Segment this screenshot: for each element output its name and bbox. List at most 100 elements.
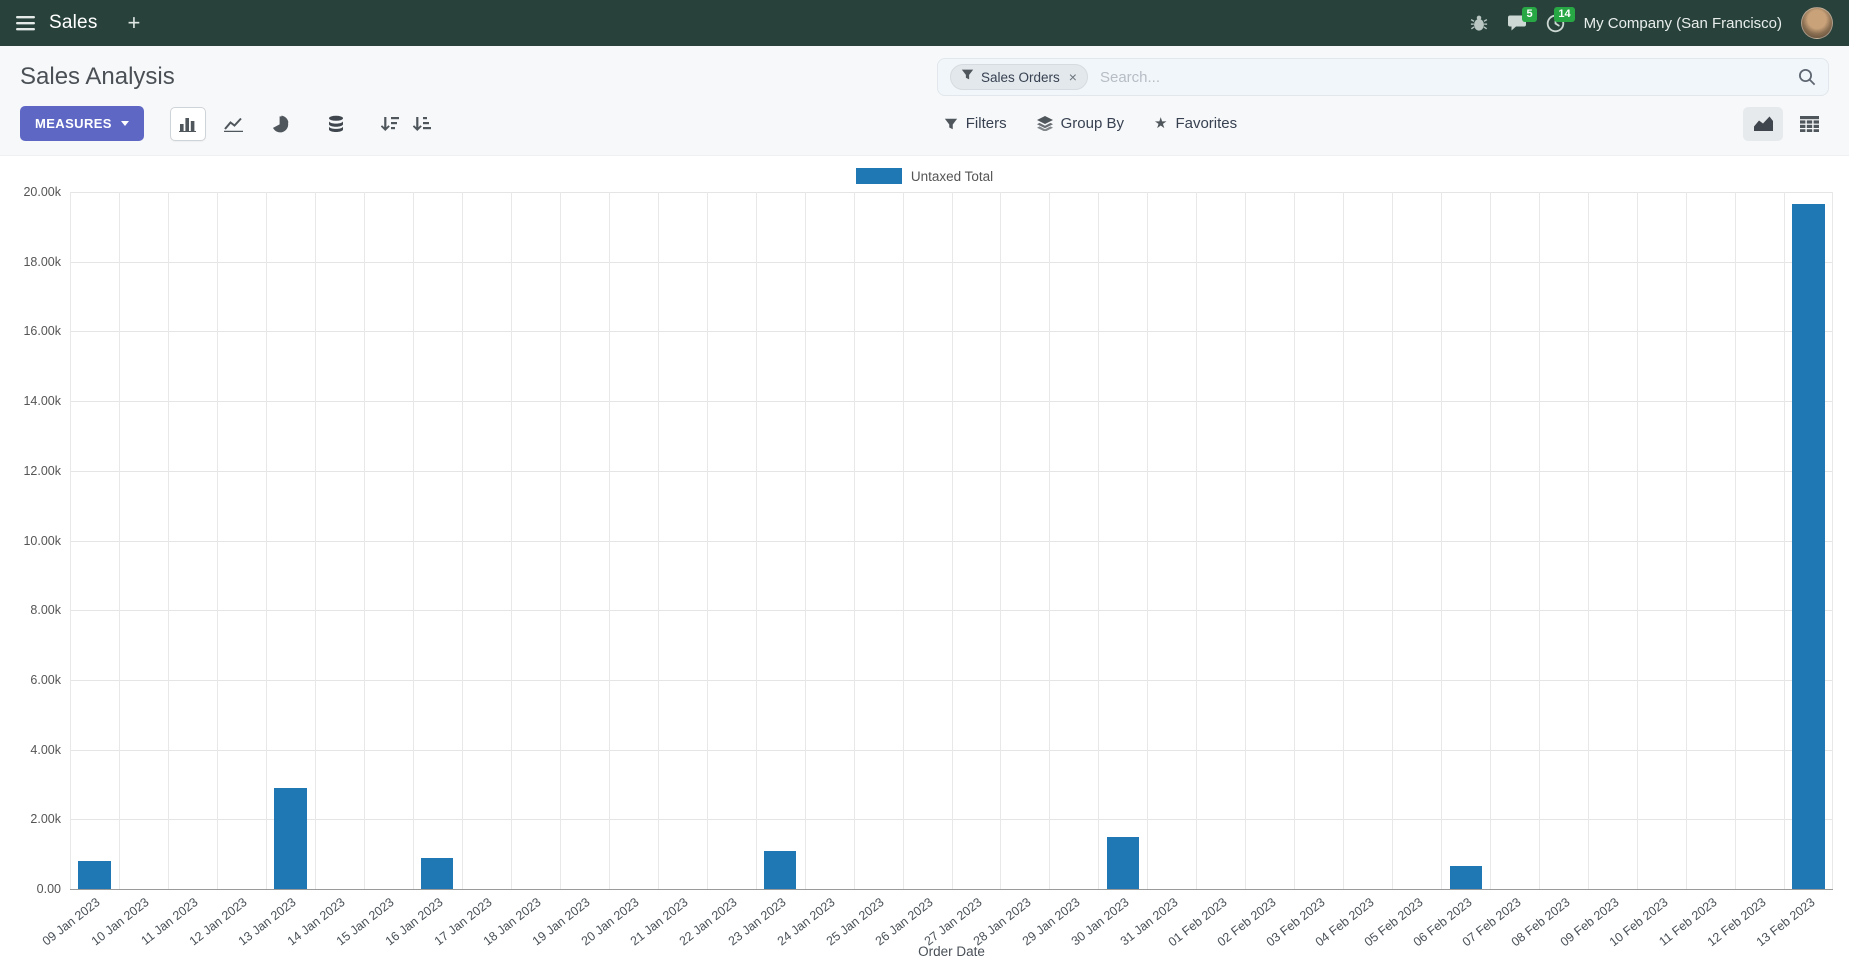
v-gridline bbox=[363, 192, 365, 889]
chat-bubble-icon bbox=[1507, 15, 1526, 30]
chart-bar[interactable] bbox=[1106, 836, 1140, 889]
v-gridline bbox=[1000, 192, 1002, 889]
y-tick-label: 16.00k bbox=[23, 324, 61, 339]
favorites-button[interactable]: ★ Favorites bbox=[1154, 115, 1237, 132]
legend-label: Untaxed Total bbox=[910, 168, 994, 184]
line-chart-button[interactable] bbox=[216, 107, 252, 141]
y-axis: 0.00 2.00k 4.00k 6.00k 8.00k 10.00k 12.00k 14.0… bbox=[16, 185, 70, 944]
messages-button[interactable]: 5 bbox=[1507, 6, 1537, 33]
avatar[interactable] bbox=[1801, 7, 1833, 39]
remove-facet-icon[interactable]: × bbox=[1068, 69, 1077, 85]
v-gridline bbox=[559, 192, 561, 889]
plot-area bbox=[70, 192, 1833, 890]
topbar-right: 5 14 My Company (San Francisco) bbox=[1470, 6, 1833, 39]
control-panel: Sales Analysis Sales Orders × MEASURES bbox=[0, 46, 1849, 156]
group-by-label: Group By bbox=[1060, 115, 1124, 132]
filters-funnel-icon bbox=[944, 118, 957, 129]
v-gridline bbox=[902, 192, 904, 889]
sort-descending-button[interactable] bbox=[374, 107, 406, 141]
y-tick-label: 4.00k bbox=[30, 742, 61, 757]
debug-bug-icon[interactable] bbox=[1470, 14, 1488, 32]
chart-body: 0.00 2.00k 4.00k 6.00k 8.00k 10.00k 12.00k 14.0… bbox=[16, 185, 1833, 949]
y-tick-label: 18.00k bbox=[23, 254, 61, 269]
bar-chart-icon bbox=[178, 118, 196, 132]
v-gridline bbox=[1735, 192, 1737, 889]
group-by-button[interactable]: Group By bbox=[1036, 115, 1124, 132]
v-gridline bbox=[951, 192, 953, 889]
chart-bar[interactable] bbox=[763, 851, 797, 889]
filters-button[interactable]: Filters bbox=[944, 115, 1007, 132]
y-tick-label: 12.00k bbox=[23, 463, 61, 478]
y-tick-label: 10.00k bbox=[23, 533, 61, 548]
layers-icon bbox=[1036, 116, 1053, 131]
pivot-view-button[interactable] bbox=[1789, 107, 1829, 141]
v-gridline bbox=[657, 192, 659, 889]
v-gridline bbox=[70, 192, 71, 889]
v-gridline bbox=[1539, 192, 1541, 889]
chart-bar[interactable] bbox=[1792, 204, 1825, 889]
v-gridline bbox=[706, 192, 708, 889]
pivot-table-icon bbox=[1799, 115, 1819, 132]
filter-funnel-icon bbox=[961, 68, 974, 86]
graph-toolbar: MEASURES bbox=[20, 106, 438, 141]
area-chart-icon bbox=[1753, 116, 1773, 131]
v-gridline bbox=[1686, 192, 1688, 889]
stacked-toggle-button[interactable] bbox=[320, 107, 352, 141]
search-icon[interactable] bbox=[1798, 68, 1816, 86]
facet-label: Sales Orders bbox=[981, 69, 1060, 85]
v-gridline bbox=[1147, 192, 1149, 889]
search-bar: Sales Orders × bbox=[937, 58, 1829, 96]
view-switcher bbox=[1743, 106, 1829, 141]
graph-view-button[interactable] bbox=[1743, 106, 1783, 141]
sort-descending-icon bbox=[380, 116, 399, 131]
measures-button[interactable]: MEASURES bbox=[20, 106, 144, 141]
v-gridline bbox=[1588, 192, 1590, 889]
caret-down-icon bbox=[120, 121, 129, 126]
app-name[interactable]: Sales bbox=[49, 12, 98, 33]
v-gridline bbox=[412, 192, 414, 889]
company-switcher[interactable]: My Company (San Francisco) bbox=[1583, 14, 1782, 32]
v-gridline bbox=[608, 192, 610, 889]
v-gridline bbox=[1098, 192, 1100, 889]
chart-section: Untaxed Total 0.00 2.00k 4.00k 6.00k 8.00k 10… bbox=[0, 156, 1849, 965]
search-input[interactable] bbox=[1097, 67, 1788, 87]
facet-sales-orders[interactable]: Sales Orders × bbox=[950, 64, 1088, 90]
chart-bar[interactable] bbox=[421, 857, 454, 889]
chart-bar[interactable] bbox=[274, 787, 307, 889]
new-tab-button[interactable]: + bbox=[127, 10, 141, 35]
v-gridline bbox=[1490, 192, 1492, 889]
y-tick-label: 6.00k bbox=[30, 672, 61, 687]
chart-bar[interactable] bbox=[78, 861, 111, 889]
v-gridline bbox=[461, 192, 463, 889]
v-gridline bbox=[804, 192, 806, 889]
v-gridline bbox=[853, 192, 855, 889]
y-tick-label: 8.00k bbox=[30, 603, 61, 618]
favorites-label: Favorites bbox=[1175, 115, 1238, 132]
y-tick-label: 0.00 bbox=[36, 882, 61, 896]
menu-toggle-icon[interactable] bbox=[16, 15, 35, 31]
measures-label: MEASURES bbox=[35, 116, 112, 131]
star-icon: ★ bbox=[1153, 115, 1168, 132]
activities-badge: 14 bbox=[1554, 6, 1575, 22]
y-tick-label: 20.00k bbox=[23, 185, 61, 199]
v-gridline bbox=[167, 192, 169, 889]
messages-badge: 5 bbox=[1522, 6, 1537, 22]
pie-chart-icon bbox=[272, 115, 289, 132]
line-chart-icon bbox=[224, 117, 244, 132]
pie-chart-button[interactable] bbox=[262, 107, 298, 141]
v-gridline bbox=[118, 192, 120, 889]
filters-label: Filters bbox=[965, 115, 1007, 132]
x-axis-labels: 09 Jan 2023 10 Jan 2023 11 Jan 2023 12 Jan … bbox=[40, 890, 1833, 949]
bar-chart-button[interactable] bbox=[169, 106, 206, 141]
v-gridline bbox=[265, 192, 267, 889]
legend-item[interactable]: Untaxed Total bbox=[855, 168, 994, 184]
chart-type-group bbox=[169, 106, 298, 141]
legend-swatch bbox=[855, 168, 902, 184]
sort-ascending-button[interactable] bbox=[406, 107, 438, 141]
v-gridline bbox=[755, 192, 757, 889]
activities-button[interactable]: 14 bbox=[1546, 6, 1575, 33]
v-gridline bbox=[1294, 192, 1296, 889]
chart-bar[interactable] bbox=[1449, 866, 1482, 889]
v-gridline bbox=[1784, 192, 1786, 889]
sort-ascending-icon bbox=[412, 116, 431, 131]
